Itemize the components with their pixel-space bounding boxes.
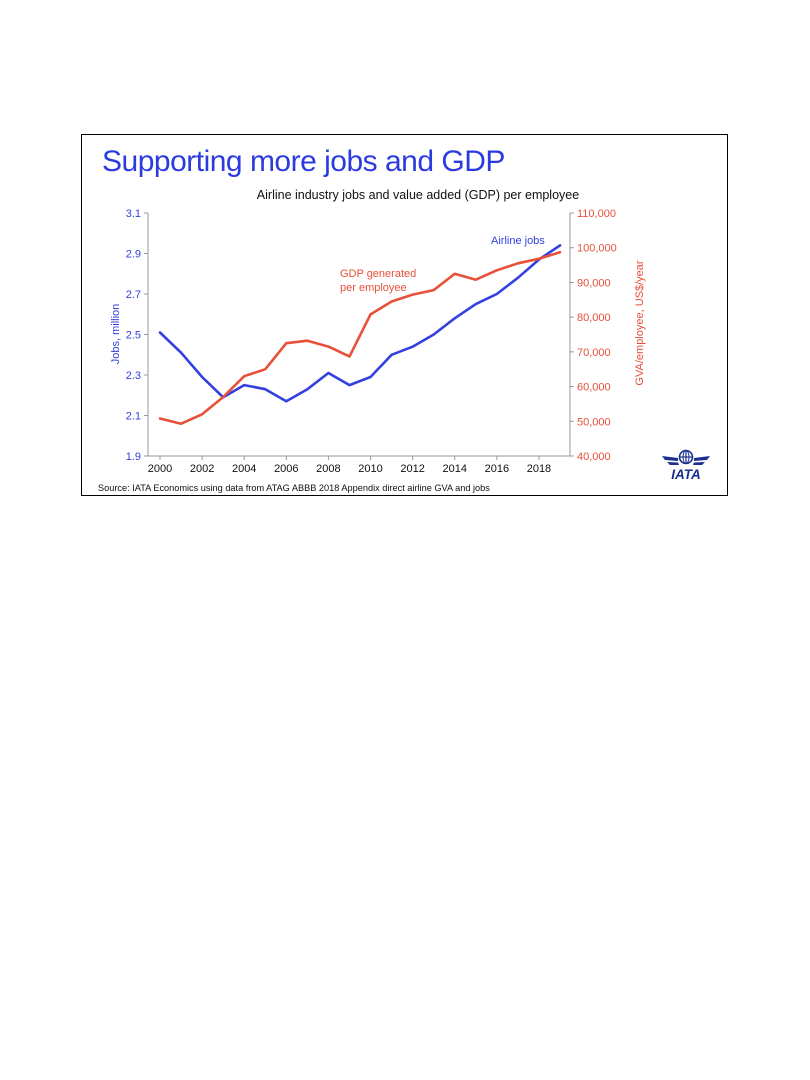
right-tick-label: 80,000 [577, 312, 611, 324]
left-tick-label: 1.9 [126, 451, 141, 463]
right-tick-label: 60,000 [577, 382, 611, 394]
left-tick-label: 2.7 [126, 289, 141, 301]
x-axis-ticks: 2000 2002 2004 2006 2008 2010 2012 2014 2016 2018 [148, 456, 551, 475]
left-tick-label: 2.1 [126, 411, 141, 423]
series-layer [158, 244, 562, 426]
x-tick-label: 2004 [232, 463, 256, 475]
left-tick-label: 2.3 [126, 370, 141, 382]
slide-title: Supporting more jobs and GDP [102, 145, 505, 178]
left-tick-label: 2.5 [126, 330, 141, 342]
left-axis-ticks: 1.9 2.1 2.3 2.5 2.7 2.9 3.1 [126, 208, 148, 463]
right-tick-label: 70,000 [577, 347, 611, 359]
x-tick-label: 2002 [190, 463, 214, 475]
x-tick-label: 2000 [148, 463, 172, 475]
x-tick-label: 2008 [316, 463, 340, 475]
wings-icon [662, 456, 710, 465]
dual-axis-line-chart: Airline industry jobs and value added (G… [98, 188, 710, 493]
annotation-gdp-line-2: per employee [340, 282, 407, 294]
left-tick-label: 2.9 [126, 249, 141, 261]
right-tick-label: 90,000 [577, 277, 611, 289]
annotation-airline-jobs: Airline jobs [491, 235, 545, 247]
right-tick-label: 50,000 [577, 416, 611, 428]
chart-title: Airline industry jobs and value added (G… [257, 188, 579, 202]
source-note: Source: IATA Economics using data from A… [98, 483, 490, 493]
right-tick-label: 110,000 [577, 208, 616, 220]
x-tick-label: 2010 [358, 463, 382, 475]
series-line-gdp-per-employee [158, 250, 562, 426]
x-tick-label: 2018 [527, 463, 551, 475]
right-axis-label: GVA/employee, US$/year [634, 260, 646, 385]
right-tick-label: 40,000 [577, 451, 611, 463]
right-axis-ticks: 40,000 50,000 60,000 70,000 80,000 90,000 100,… [570, 208, 617, 463]
chart-frame: Supporting more jobs and GDP Airline ind… [81, 134, 728, 496]
x-tick-label: 2006 [274, 463, 298, 475]
x-tick-label: 2016 [485, 463, 509, 475]
iata-logo: IATA [662, 449, 710, 482]
iata-logo-text: IATA [671, 467, 701, 482]
x-tick-label: 2012 [400, 463, 424, 475]
left-tick-label: 3.1 [126, 208, 141, 220]
right-tick-label: 100,000 [577, 243, 617, 255]
x-tick-label: 2014 [442, 463, 466, 475]
globe-icon [678, 449, 694, 465]
annotation-gdp-line-1: GDP generated [340, 268, 416, 280]
left-axis-label: Jobs, million [110, 304, 122, 365]
